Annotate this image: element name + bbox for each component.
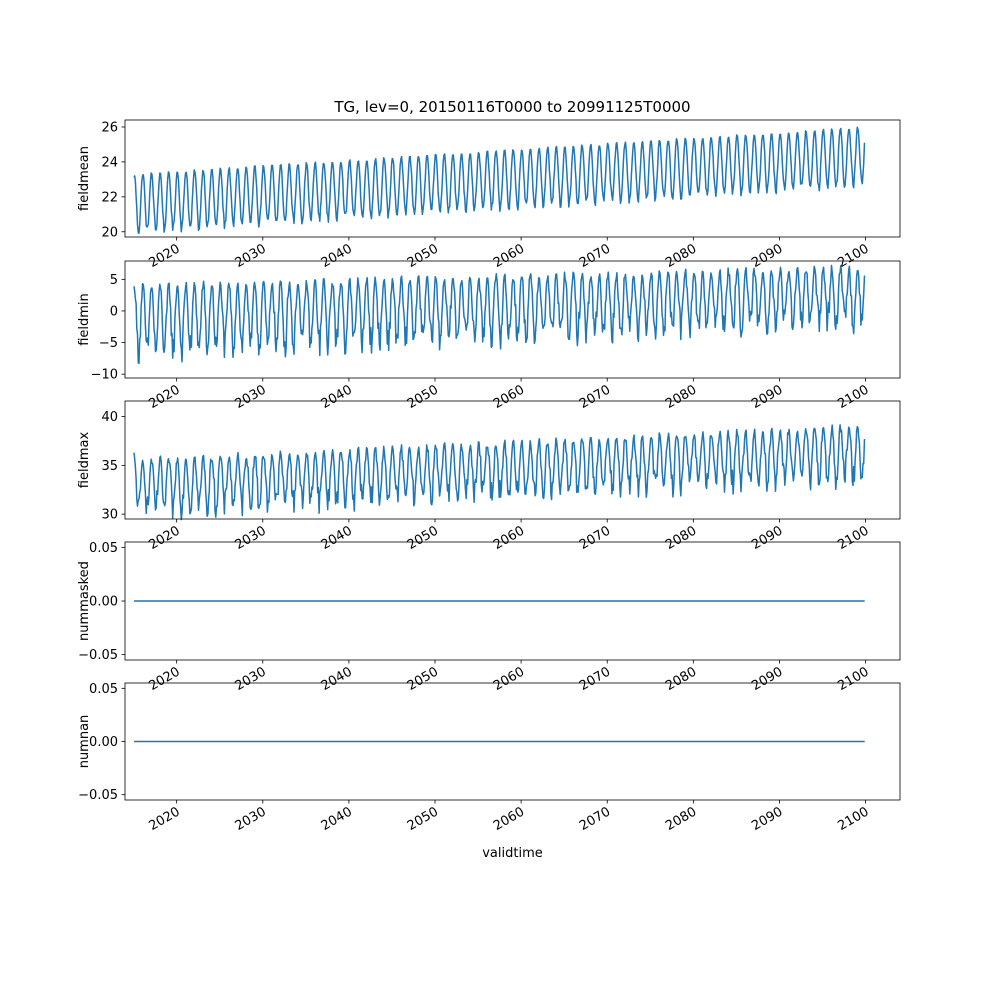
y-axis-label: numnan xyxy=(77,715,92,769)
y-tick-label: 0.05 xyxy=(89,682,118,697)
y-tick-label: 22 xyxy=(101,190,118,205)
y-tick-label: −5 xyxy=(99,336,118,351)
y-tick-label: 20 xyxy=(101,225,118,240)
figure-title: TG, lev=0, 20150116T0000 to 20991125T000… xyxy=(333,98,690,116)
axes-frame-fieldmean xyxy=(124,119,901,238)
y-tick-label: 26 xyxy=(101,120,118,135)
axes-frame-fieldmin xyxy=(124,260,901,379)
y-tick-label: 0 xyxy=(110,304,118,319)
y-tick-label: 0.00 xyxy=(89,595,118,610)
y-tick-label: 24 xyxy=(101,155,118,170)
y-tick-label: 0.00 xyxy=(89,735,118,750)
y-tick-label: 5 xyxy=(110,273,118,288)
y-tick-label: 0.05 xyxy=(89,541,118,556)
y-axis-label: fieldmax xyxy=(77,432,92,489)
series-line-fieldmin xyxy=(133,264,866,365)
y-axis-label: nummasked xyxy=(77,561,92,641)
y-tick-label: −0.05 xyxy=(78,788,118,803)
y-axis-label: fieldmin xyxy=(77,293,92,346)
y-tick-label: −10 xyxy=(91,368,118,383)
series-line-fieldmean xyxy=(133,126,866,235)
series-line-fieldmax xyxy=(133,424,866,521)
y-tick-label: 35 xyxy=(101,459,118,474)
y-tick-label: 30 xyxy=(101,508,118,523)
x-axis-label: validtime xyxy=(482,846,543,861)
y-tick-label: −0.05 xyxy=(78,648,118,663)
y-axis-label: fieldmean xyxy=(77,146,92,211)
y-tick-label: 40 xyxy=(101,410,118,425)
axes-frame-fieldmax xyxy=(124,400,901,520)
